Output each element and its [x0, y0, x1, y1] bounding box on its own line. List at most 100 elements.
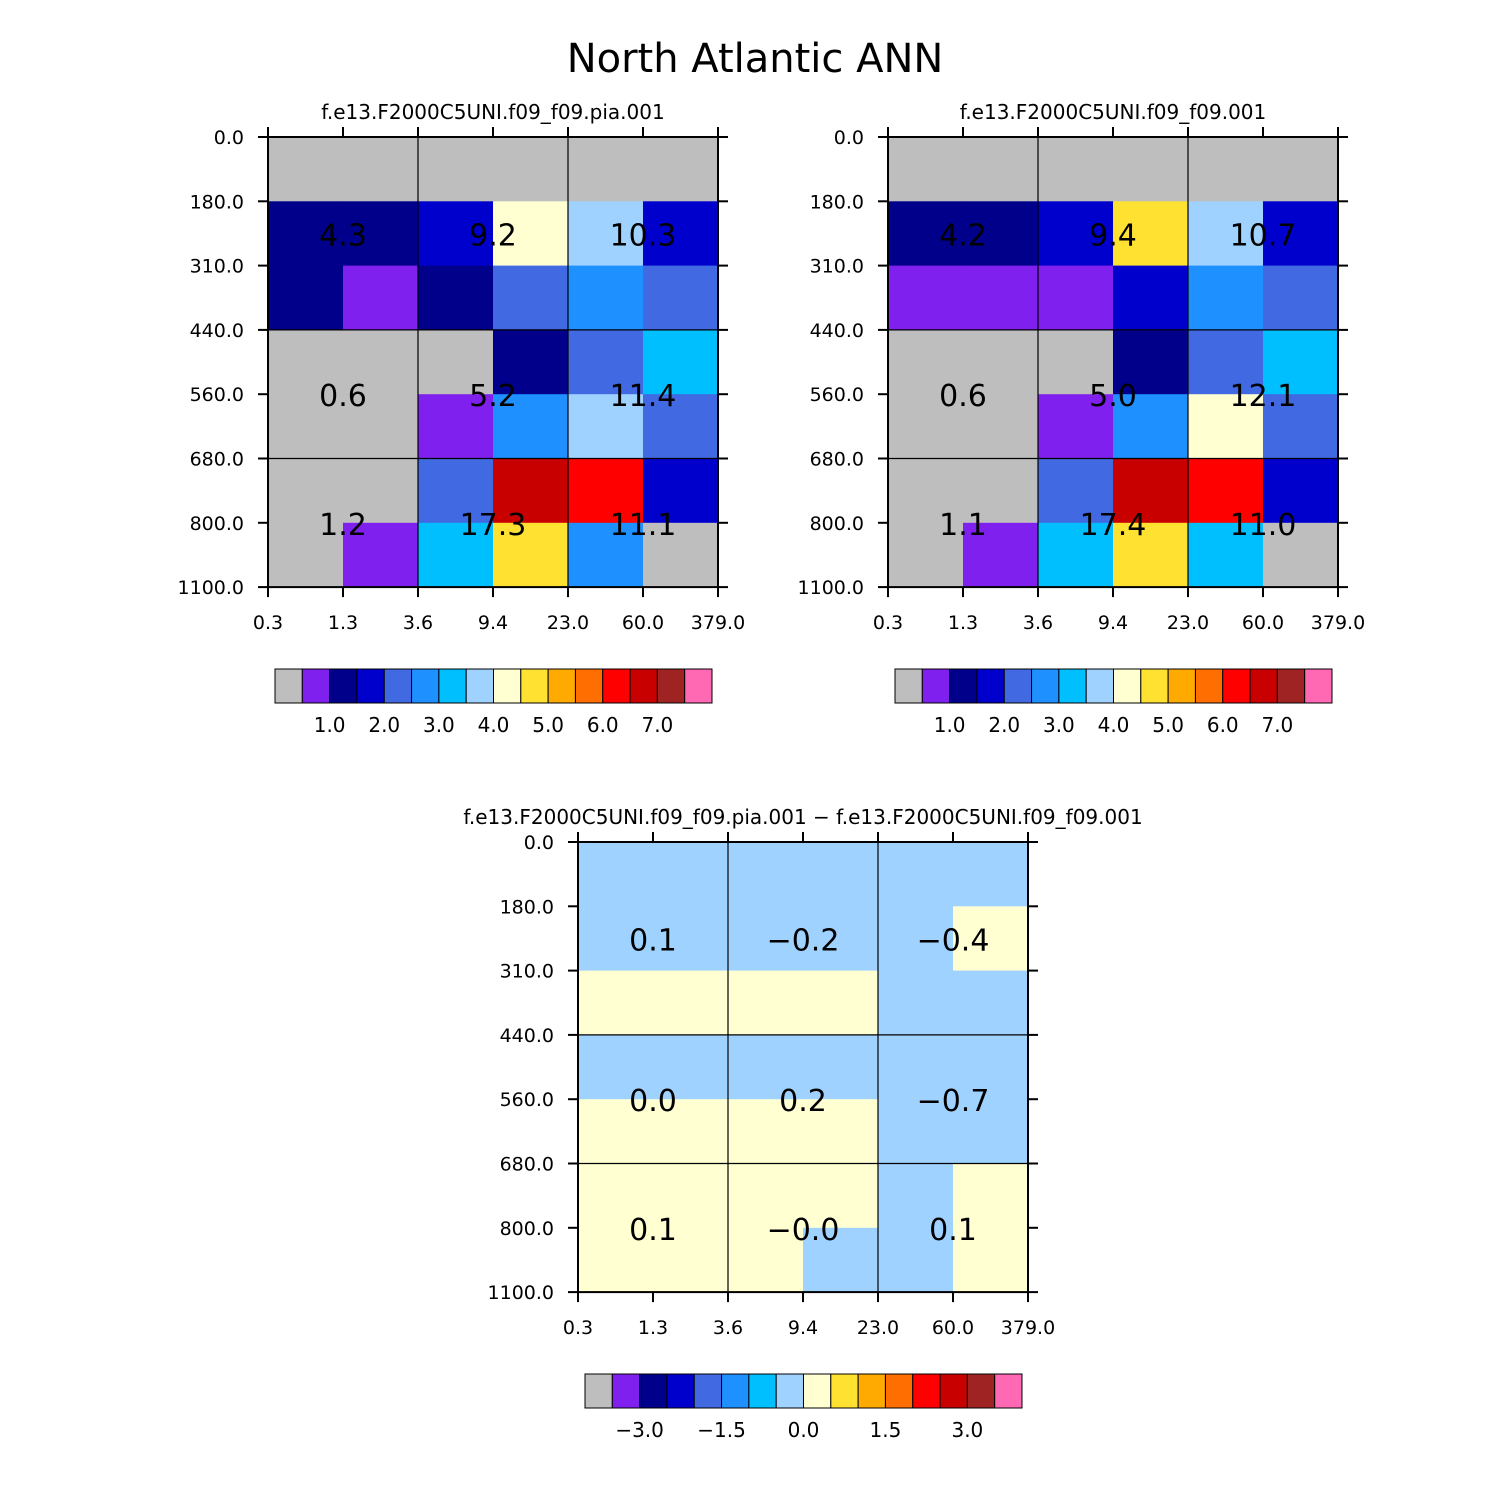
heatmap-cell	[643, 522, 719, 588]
heatmap-cell	[888, 394, 964, 460]
x-tick-label: 379.0	[1311, 612, 1365, 634]
heatmap-panel-1: f.e13.F2000C5UNI.f09_f09.pia.001 4.3 9.2 10…	[178, 100, 746, 737]
x-tick-label: 379.0	[691, 612, 745, 634]
heatmap-cell	[643, 394, 719, 460]
heatmap-cell	[493, 394, 569, 460]
colorbar-swatch	[894, 668, 923, 704]
heatmap-cell	[578, 906, 654, 972]
colorbar: −3.0 −1.5 0.0 1.5 3.0	[584, 1373, 1023, 1442]
block-value-label: 10.7	[1230, 218, 1297, 253]
heatmap-panel-3: f.e13.F2000C5UNI.f09_f09.pia.001 − f.e13…	[463, 805, 1142, 1442]
heatmap-cell	[1038, 458, 1114, 524]
heatmap-cell	[268, 394, 344, 460]
heatmap-cell	[653, 970, 729, 1036]
heatmap-cell	[963, 329, 1039, 395]
heatmap-cell	[493, 201, 569, 267]
heatmap-cell	[643, 137, 719, 202]
y-tick-label: 800.0	[190, 513, 244, 535]
y-tick-label: 1100.0	[798, 577, 864, 599]
heatmap-cell	[728, 1227, 804, 1293]
colorbar-label: 3.0	[1043, 713, 1075, 737]
y-tick-label: 560.0	[810, 384, 864, 406]
heatmap-cell	[1038, 265, 1114, 331]
heatmap-cell	[1263, 394, 1339, 460]
heatmap-cell	[653, 906, 729, 972]
y-tick-label: 800.0	[500, 1218, 554, 1240]
colorbar-label: 5.0	[1152, 713, 1184, 737]
heatmap-cell	[1038, 137, 1114, 202]
heatmap-cell	[953, 1227, 1029, 1293]
y-tick-label: 440.0	[500, 1025, 554, 1047]
colorbar-swatch	[684, 668, 713, 704]
y-tick-label: 560.0	[190, 384, 244, 406]
colorbar-swatch	[1140, 668, 1169, 704]
block-value-label: −0.7	[917, 1084, 990, 1119]
x-tick-label: 23.0	[1167, 612, 1209, 634]
y-tick-label: 180.0	[190, 191, 244, 213]
colorbar-swatch	[656, 668, 686, 704]
panels: f.e13.F2000C5UNI.f09_f09.pia.001 4.3 9.2 10…	[178, 100, 1366, 1442]
heatmap-cell	[418, 394, 494, 460]
colorbar-label: 7.0	[1261, 713, 1293, 737]
y-tick-label: 1100.0	[178, 577, 244, 599]
colorbar-swatch	[329, 668, 358, 704]
colorbar-swatch	[1058, 668, 1087, 704]
colorbar-swatch	[1031, 668, 1060, 704]
heatmap-cell	[568, 201, 644, 267]
heatmap-cell	[1188, 394, 1264, 460]
block-value-label: 11.4	[610, 379, 677, 414]
colorbar-label: 3.0	[951, 1418, 983, 1442]
heatmap-cell	[1263, 137, 1339, 202]
heatmap-cell	[803, 970, 879, 1036]
colorbar-swatch	[666, 1373, 695, 1409]
block-value-label: 9.2	[469, 218, 517, 253]
block-value-label: −0.2	[767, 923, 840, 958]
block-value-label: 0.1	[929, 1213, 977, 1248]
heatmap-cell	[728, 1099, 804, 1165]
heatmap-cell	[803, 1034, 879, 1100]
colorbar-swatch	[1304, 668, 1333, 704]
heatmap-cell	[343, 329, 419, 395]
colorbar-swatch	[1276, 668, 1306, 704]
colorbar-swatch	[721, 1373, 750, 1409]
heatmap-cell	[653, 1099, 729, 1165]
x-tick-label: 1.3	[638, 1317, 668, 1339]
heatmap-cell	[1113, 201, 1189, 267]
x-tick-label: 9.4	[1098, 612, 1128, 634]
heatmap-cell	[728, 906, 804, 972]
heatmap-cell	[1188, 522, 1264, 588]
heatmap-cell	[643, 201, 719, 267]
heatmap-cell	[578, 1034, 654, 1100]
x-tick-label: 3.6	[403, 612, 433, 634]
colorbar-label: 5.0	[532, 713, 564, 737]
colorbar-swatch	[356, 668, 385, 704]
heatmap-cell	[888, 137, 964, 202]
heatmap-cell	[653, 842, 729, 907]
heatmap-cell	[963, 394, 1039, 460]
heatmap-cell	[578, 970, 654, 1036]
heatmap-cell	[1263, 265, 1339, 331]
heatmap-cell	[418, 265, 494, 331]
colorbar-swatch	[912, 1373, 941, 1409]
block-value-label: 12.1	[1230, 379, 1297, 414]
x-tick-label: 0.3	[563, 1317, 593, 1339]
block-value-label: 17.3	[460, 508, 527, 543]
colorbar-swatch	[584, 1373, 613, 1409]
heatmap-cell	[878, 970, 954, 1036]
heatmap-cell	[568, 458, 644, 524]
block-value-label: 5.2	[469, 379, 517, 414]
block-value-label: 11.0	[1230, 508, 1297, 543]
colorbar-swatch	[1249, 668, 1278, 704]
colorbar-swatch	[939, 1373, 968, 1409]
heatmap-cell	[878, 1163, 954, 1229]
heatmap-cell	[888, 329, 964, 395]
heatmap-cell	[343, 137, 419, 202]
heatmap-cell	[578, 1227, 654, 1293]
colorbar-swatch	[611, 1373, 641, 1409]
heatmap-cell	[963, 522, 1039, 588]
heatmap-cell	[568, 522, 644, 588]
heatmap-panel-2: f.e13.F2000C5UNI.f09_f09.001 4.2 9.4 10.7 0.…	[798, 100, 1366, 737]
colorbar-label: 4.0	[1098, 713, 1130, 737]
heatmap-cell	[1263, 458, 1339, 524]
heatmap-cell	[728, 970, 804, 1036]
